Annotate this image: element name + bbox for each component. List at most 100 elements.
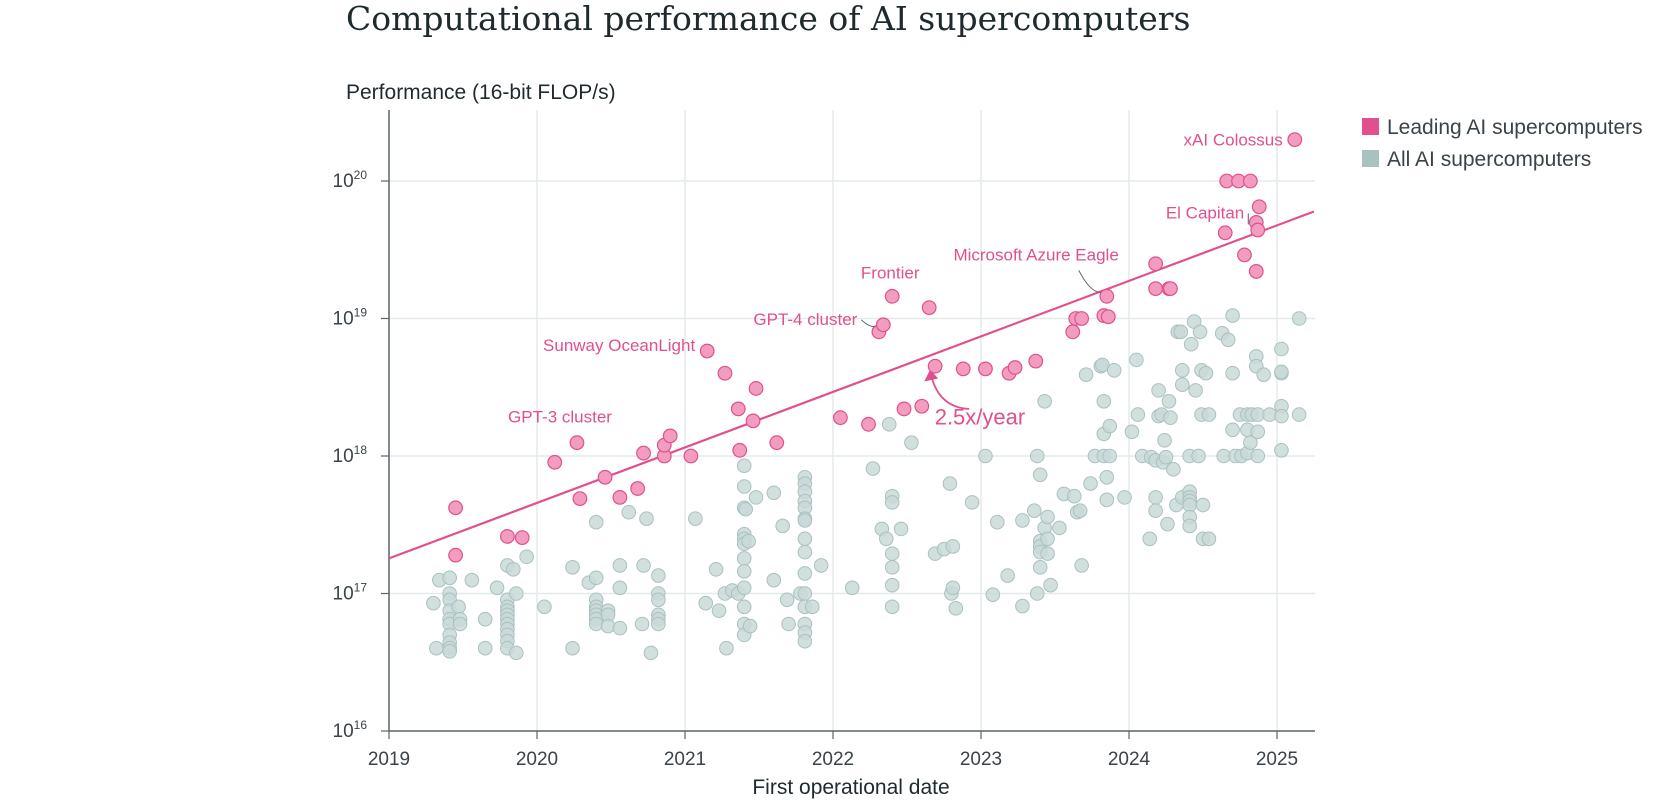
data-point-leading xyxy=(717,365,733,381)
data-point-all xyxy=(1201,531,1217,547)
data-point-leading xyxy=(1248,264,1264,279)
trend-arrow xyxy=(930,375,970,410)
data-point-all xyxy=(736,580,752,596)
data-point-all xyxy=(989,514,1005,530)
data-point-all xyxy=(1166,462,1181,477)
data-point-all xyxy=(651,616,666,632)
data-point-all xyxy=(1183,336,1199,352)
data-point-all xyxy=(945,580,961,596)
data-point-leading xyxy=(748,381,764,396)
data-point-all xyxy=(1256,367,1271,383)
data-point-all xyxy=(741,533,756,549)
legend: Leading AI supercomputers All AI supercom… xyxy=(1362,116,1643,171)
series-all-ai-supercomputers xyxy=(426,308,1307,661)
data-point-leading xyxy=(572,491,588,506)
data-point-all xyxy=(442,570,457,586)
data-point-all xyxy=(1074,558,1089,573)
data-point-leading xyxy=(730,401,746,417)
x-tick-label: 2019 xyxy=(368,749,410,770)
data-point-all xyxy=(643,645,659,661)
data-point-leading xyxy=(875,317,891,333)
data-point-all xyxy=(1173,324,1189,340)
annotation-leader xyxy=(1078,270,1101,293)
data-point-all xyxy=(797,586,813,601)
data-point-all xyxy=(565,560,580,575)
data-point-all xyxy=(766,485,782,501)
data-point-all xyxy=(1117,490,1132,505)
data-point-all xyxy=(797,566,813,581)
x-tick-label: 2022 xyxy=(812,749,854,770)
data-point-leading xyxy=(1287,132,1303,148)
data-point-all xyxy=(1083,476,1098,491)
data-point-all xyxy=(464,572,480,588)
data-point-all xyxy=(964,495,980,510)
data-point-all xyxy=(1160,516,1175,532)
data-point-all xyxy=(612,620,628,636)
data-point-all xyxy=(736,458,752,474)
y-tick-label: 1019 xyxy=(333,306,368,330)
trend-arrowhead xyxy=(924,369,939,382)
data-point-all xyxy=(1182,518,1197,534)
data-point-leading xyxy=(896,401,912,417)
x-tick-label: 2020 xyxy=(516,749,558,770)
data-point-leading xyxy=(1163,281,1178,296)
x-tick-label: 2025 xyxy=(1256,749,1298,770)
data-point-all xyxy=(1029,448,1045,464)
data-point-all xyxy=(1148,503,1163,519)
data-point-leading xyxy=(1242,173,1258,189)
data-point-all xyxy=(634,616,650,632)
data-point-leading xyxy=(514,530,530,546)
data-point-all xyxy=(1037,393,1052,409)
chart-title: Computational performance of AI supercom… xyxy=(346,0,1190,38)
legend-label-all: All AI supercomputers xyxy=(1387,148,1591,171)
data-point-all xyxy=(748,490,764,505)
data-point-all xyxy=(1148,490,1163,505)
x-tick-label: 2023 xyxy=(960,749,1002,770)
data-point-leading xyxy=(884,288,900,304)
data-point-all xyxy=(865,461,881,476)
data-point-all xyxy=(1163,410,1178,425)
data-point-all xyxy=(1250,448,1266,464)
data-point-all xyxy=(738,501,753,517)
data-point-all xyxy=(904,435,919,450)
data-point-all xyxy=(506,561,521,577)
data-point-all xyxy=(1291,311,1307,326)
data-point-all xyxy=(1043,577,1058,593)
data-point-all xyxy=(1102,448,1118,464)
data-point-leading xyxy=(833,410,848,426)
x-tick-label: 2021 xyxy=(664,749,706,770)
data-point-all xyxy=(1225,308,1240,323)
data-point-leading xyxy=(927,358,943,374)
data-point-all xyxy=(1129,352,1144,368)
y-axis-label: Performance (16-bit FLOP/s) xyxy=(346,81,616,104)
data-point-all xyxy=(429,640,444,656)
data-point-all xyxy=(881,417,897,432)
data-point-all xyxy=(639,511,654,526)
data-point-leading xyxy=(1028,353,1044,369)
data-point-all xyxy=(426,595,441,611)
data-point-leading xyxy=(1100,309,1116,325)
data-point-all xyxy=(1040,531,1055,547)
data-point-all xyxy=(1198,365,1214,381)
y-tick-label: 1020 xyxy=(333,168,368,192)
data-point-all xyxy=(1099,492,1115,508)
data-point-all xyxy=(884,546,900,561)
data-point-all xyxy=(1174,377,1190,393)
data-point-all xyxy=(797,544,813,560)
data-point-all xyxy=(1161,393,1177,409)
data-point-all xyxy=(1274,341,1289,357)
data-point-leading xyxy=(636,445,651,461)
data-point-all xyxy=(1220,332,1236,348)
data-point-all xyxy=(775,518,790,534)
data-point-all xyxy=(736,599,752,615)
annotation-label: xAI Colossus xyxy=(1184,131,1283,150)
data-point-all xyxy=(1096,393,1112,409)
data-point-all xyxy=(537,599,552,615)
data-point-all xyxy=(1274,443,1289,458)
data-point-all xyxy=(945,539,961,554)
data-point-all xyxy=(893,521,909,537)
y-tick-label: 1016 xyxy=(333,718,368,742)
data-point-leading xyxy=(1217,225,1233,241)
data-point-all xyxy=(878,531,894,547)
data-point-all xyxy=(1225,365,1240,381)
